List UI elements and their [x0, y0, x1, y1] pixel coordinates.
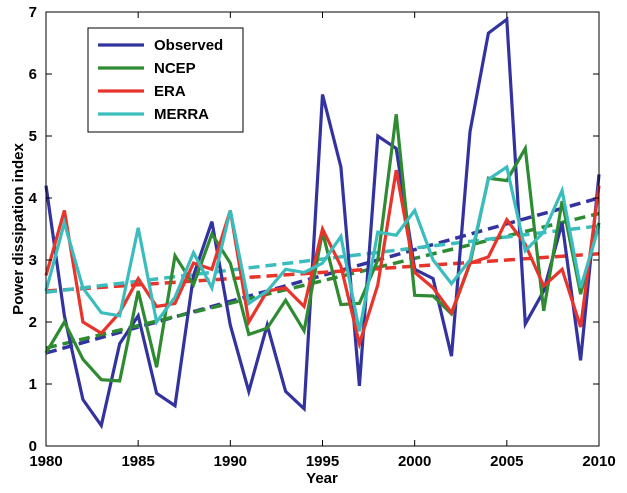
series-line-merra [44, 164, 601, 332]
x-tick-label: 2000 [398, 453, 431, 470]
legend-label-merra: MERRA [154, 106, 209, 123]
x-axis-ticks: 1980 1985 1990 1995 2000 2005 2010 [29, 12, 616, 470]
y-axis-label: Power dissipation index [10, 142, 27, 314]
legend-label-ncep: NCEP [154, 60, 196, 77]
trendline-era [45, 252, 600, 293]
x-tick-label: 1995 [306, 453, 339, 470]
x-tick-label: 1985 [121, 453, 154, 470]
y-tick-label: 7 [29, 4, 37, 21]
y-axis-ticks: 0 1 2 3 4 5 6 7 [29, 4, 599, 455]
legend-label-era: ERA [154, 83, 186, 100]
series-lines [44, 16, 601, 430]
y-tick-label: 6 [29, 66, 37, 83]
y-tick-label: 1 [29, 376, 37, 393]
y-tick-label: 2 [29, 314, 37, 331]
legend: Observed NCEP ERA MERRA [87, 27, 244, 133]
y-tick-label: 4 [29, 190, 38, 207]
x-tick-label: 1980 [29, 453, 62, 470]
x-tick-label: 2005 [490, 453, 523, 470]
y-tick-label: 0 [29, 438, 37, 455]
y-tick-label: 5 [29, 128, 37, 145]
trendline-ncep [45, 211, 600, 350]
x-tick-label: 2010 [582, 453, 615, 470]
y-tick-label: 3 [29, 252, 37, 269]
series-line-era [44, 169, 601, 350]
series-line-observed [44, 16, 601, 430]
legend-label-observed: Observed [154, 37, 223, 54]
x-tick-label: 1990 [214, 453, 247, 470]
x-axis-label: Year [306, 470, 338, 487]
